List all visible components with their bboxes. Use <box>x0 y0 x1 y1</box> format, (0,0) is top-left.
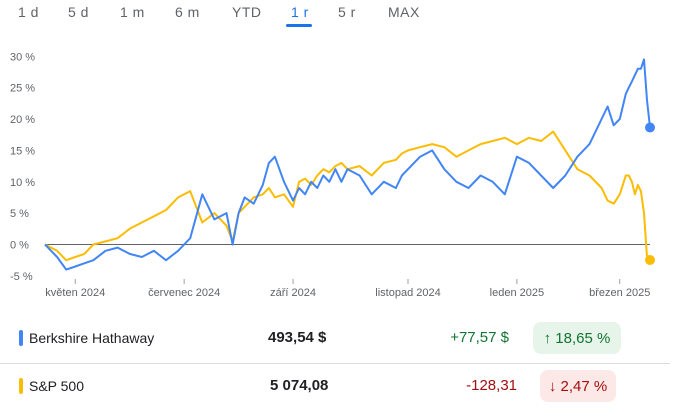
tab-1d[interactable]: 1 d <box>18 4 39 20</box>
series-end-marker-sp500 <box>645 254 655 265</box>
time-range-tabs: 1 d 5 d 1 m 6 m YTD 1 r 5 r MAX <box>0 0 676 32</box>
y-tick-label: 5 % <box>10 208 29 220</box>
x-tick-label: květen 2024 <box>45 287 105 299</box>
series-color-swatch <box>19 378 23 394</box>
legend-row-berkshire[interactable]: Berkshire Hathaway 493,54 $ +77,57 $ ↑ 1… <box>0 315 676 363</box>
legend-change-value: -128,31 <box>466 377 517 394</box>
tab-1m[interactable]: 1 m <box>120 4 145 20</box>
legend-divider <box>0 363 670 364</box>
legend-row-sp500[interactable]: S&P 500 5 074,08 -128,31 ↓ 2,47 % <box>0 364 676 412</box>
percent-change-badge: ↑ 18,65 % <box>533 322 621 354</box>
x-tick-label: září 2024 <box>270 287 316 299</box>
x-tick-label: březen 2025 <box>589 287 650 299</box>
legend-price: 493,54 $ <box>268 329 327 346</box>
y-tick-label: 25 % <box>10 83 35 95</box>
series-line-sp500 <box>44 130 651 262</box>
y-tick-label: 20 % <box>10 114 35 126</box>
y-tick-label: -5 % <box>10 271 33 283</box>
tab-5r[interactable]: 5 r <box>338 4 356 20</box>
series-color-swatch <box>19 330 23 346</box>
legend-series-name: Berkshire Hathaway <box>29 330 155 346</box>
y-tick-label: 10 % <box>10 177 35 189</box>
comparison-chart[interactable]: -5 % 0 % 5 % 10 % 15 % 20 % 25 % 30 % květen 202… <box>0 32 676 310</box>
legend-price: 5 074,08 <box>270 377 329 394</box>
legend-change-value: +77,57 $ <box>450 329 509 346</box>
active-tab-indicator <box>286 24 312 27</box>
tab-1r[interactable]: 1 r <box>291 4 309 20</box>
y-tick-label: 0 % <box>10 239 29 251</box>
legend-series-name: S&P 500 <box>29 378 85 394</box>
percent-change-badge: ↓ 2,47 % <box>540 370 616 402</box>
series-line-berkshire <box>44 58 651 271</box>
series-end-marker-berkshire <box>645 122 655 133</box>
y-tick-label: 15 % <box>10 145 35 157</box>
x-tick-label: leden 2025 <box>490 287 544 299</box>
tab-max[interactable]: MAX <box>388 4 420 20</box>
tab-ytd[interactable]: YTD <box>232 4 262 20</box>
y-tick-label: 30 % <box>10 51 35 63</box>
x-tick-label: listopad 2024 <box>375 287 440 299</box>
tab-6m[interactable]: 6 m <box>175 4 200 20</box>
x-tick-label: červenec 2024 <box>148 287 220 299</box>
tab-5d[interactable]: 5 d <box>68 4 89 20</box>
